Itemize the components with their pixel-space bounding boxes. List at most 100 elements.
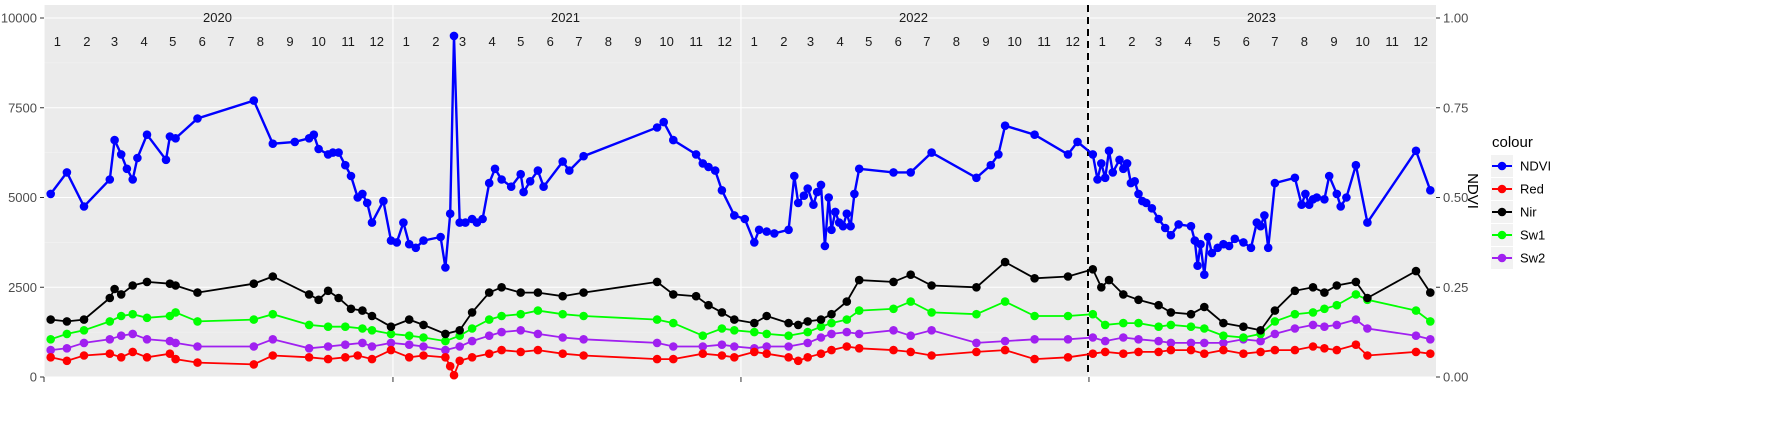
data-point <box>1122 159 1132 168</box>
data-point <box>249 279 259 289</box>
data-point <box>341 322 350 332</box>
data-point <box>1320 304 1329 314</box>
data-point <box>79 202 89 211</box>
data-point <box>1351 160 1361 170</box>
y-tick-label: 7500 <box>8 100 37 115</box>
data-point <box>392 238 402 247</box>
data-point <box>484 315 494 324</box>
data-point <box>1186 338 1196 348</box>
data-point <box>1308 342 1318 351</box>
data-point <box>579 288 588 297</box>
data-point <box>784 225 793 235</box>
data-point <box>669 342 678 351</box>
data-point <box>404 340 414 350</box>
data-point <box>484 288 494 297</box>
legend: colour NDVI Red Nir Sw1 Sw2 <box>1491 134 1551 269</box>
legend-label: Nir <box>1520 205 1537 220</box>
data-point <box>1308 320 1318 330</box>
data-point <box>1166 230 1176 240</box>
month-label: 10 <box>1355 34 1369 49</box>
data-point <box>809 200 818 209</box>
data-point <box>838 221 848 231</box>
data-point <box>484 178 494 188</box>
data-point <box>691 150 701 159</box>
data-point <box>1270 345 1280 355</box>
data-point <box>1270 317 1280 326</box>
data-point <box>46 345 55 355</box>
data-point <box>193 358 202 367</box>
legend-key-point <box>1497 184 1507 194</box>
data-point <box>1239 349 1248 359</box>
data-point <box>249 315 259 324</box>
data-point <box>906 168 915 177</box>
data-point <box>1088 349 1098 359</box>
data-point <box>1351 277 1361 287</box>
month-label: 8 <box>257 34 264 49</box>
data-point <box>565 166 574 175</box>
data-point <box>367 354 377 364</box>
data-point <box>1063 311 1073 321</box>
data-point <box>171 354 180 364</box>
month-label: 6 <box>547 34 554 49</box>
data-point <box>193 288 202 297</box>
data-point <box>669 135 678 145</box>
data-point <box>1342 193 1351 202</box>
data-point <box>730 353 739 362</box>
data-point <box>691 291 701 301</box>
data-point <box>972 283 981 292</box>
data-point <box>449 31 459 41</box>
data-point <box>314 295 323 305</box>
data-point <box>142 335 152 344</box>
data-point <box>906 347 915 357</box>
data-point <box>484 331 494 341</box>
data-point <box>1290 309 1300 319</box>
data-point <box>669 354 678 364</box>
data-point <box>927 351 936 360</box>
data-point <box>854 164 864 174</box>
data-point <box>1134 318 1143 328</box>
data-point <box>334 293 343 303</box>
data-point <box>362 198 372 208</box>
legend-key-point <box>1497 230 1507 240</box>
data-point <box>1134 295 1143 305</box>
data-point <box>784 331 793 341</box>
data-point <box>323 322 333 332</box>
data-point <box>1219 318 1228 328</box>
data-point <box>142 277 152 287</box>
data-point <box>1196 239 1205 249</box>
month-label: 1 <box>1099 34 1106 49</box>
data-point <box>128 347 137 357</box>
data-point <box>490 164 500 174</box>
data-point <box>972 173 981 183</box>
data-point <box>1332 345 1342 355</box>
data-point <box>558 291 567 301</box>
data-point <box>1297 200 1306 209</box>
data-point <box>1166 320 1176 330</box>
data-point <box>62 317 72 326</box>
data-point <box>558 157 567 166</box>
month-label: 6 <box>1243 34 1250 49</box>
data-point <box>445 209 455 218</box>
data-point <box>1200 270 1209 280</box>
series-group <box>46 31 1435 380</box>
data-point <box>1160 223 1170 233</box>
data-point <box>1000 297 1010 306</box>
data-point <box>803 327 812 337</box>
data-point <box>1224 241 1234 251</box>
y2-tick-label: 1.00 <box>1443 11 1468 26</box>
data-point <box>323 286 333 296</box>
data-point <box>1312 193 1322 202</box>
data-point <box>304 344 314 353</box>
data-point <box>116 311 126 321</box>
data-point <box>1115 155 1124 165</box>
data-point <box>455 342 465 351</box>
month-label: 11 <box>689 34 703 49</box>
data-point <box>1030 311 1039 321</box>
data-point <box>1363 324 1372 333</box>
data-point <box>411 243 421 253</box>
data-point <box>455 326 465 335</box>
data-point <box>1411 306 1421 315</box>
month-label: 3 <box>111 34 118 49</box>
